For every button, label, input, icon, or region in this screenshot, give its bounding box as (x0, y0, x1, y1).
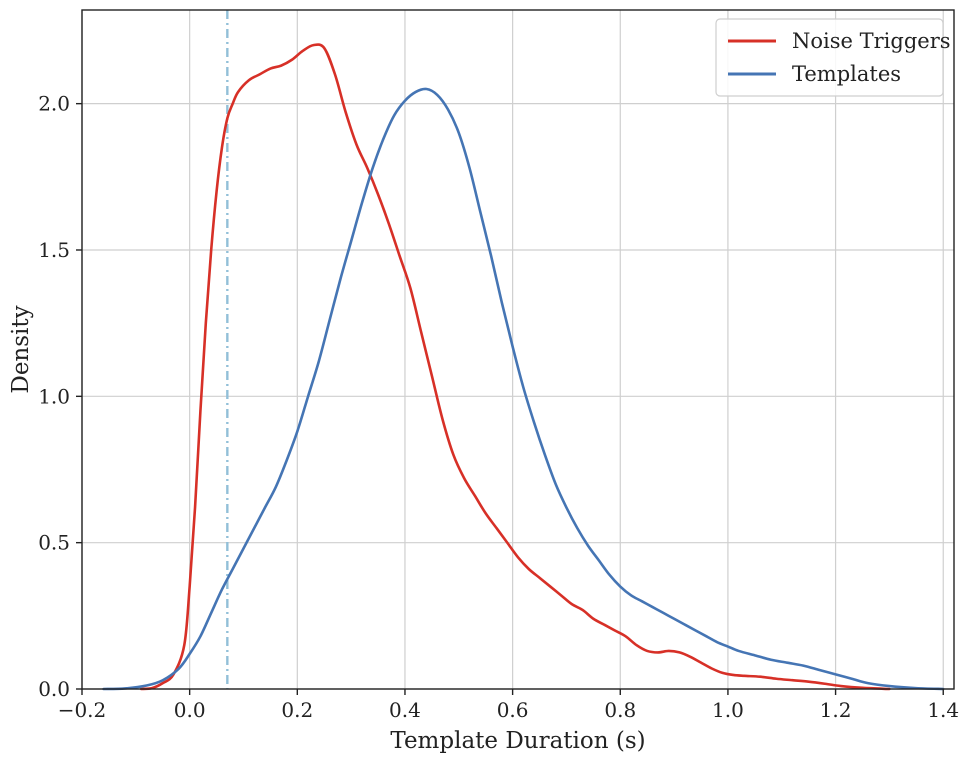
plot-frame (81, 9, 955, 690)
grid (81, 10, 954, 690)
legend-label-noise-triggers: Noise Triggers (792, 29, 951, 53)
x-tick-label: 1.2 (820, 698, 852, 722)
y-tick-label: 0.0 (38, 677, 70, 701)
legend: Noise Triggers Templates (715, 18, 951, 97)
y-axis-ticks: 0.0 0.5 1.0 1.5 2.0 (38, 92, 82, 701)
y-tick-label: 2.0 (38, 92, 70, 116)
x-tick-label: 1.4 (927, 698, 959, 722)
x-tick-label: 1.0 (712, 698, 744, 722)
legend-box (715, 18, 944, 97)
x-tick-label: −0.2 (58, 698, 107, 722)
x-tick-label: 0.2 (281, 698, 313, 722)
series-line-templates (102, 87, 945, 691)
x-tick-label: 0.6 (497, 698, 529, 722)
x-axis-ticks: −0.2 0.0 0.2 0.4 0.6 0.8 1.0 1.2 1.4 (58, 689, 959, 722)
series-line-noise-triggers (139, 43, 891, 691)
x-tick-label: 0.8 (604, 698, 636, 722)
y-tick-label: 1.0 (38, 384, 70, 408)
y-axis-title: Density (8, 305, 34, 393)
x-tick-label: 0.0 (174, 698, 206, 722)
series-layer (102, 43, 945, 691)
y-tick-label: 0.5 (38, 531, 70, 555)
y-tick-label: 1.5 (38, 238, 70, 262)
x-tick-label: 0.4 (389, 698, 421, 722)
legend-label-templates: Templates (792, 62, 901, 86)
x-axis-title: Template Duration (s) (390, 728, 645, 754)
